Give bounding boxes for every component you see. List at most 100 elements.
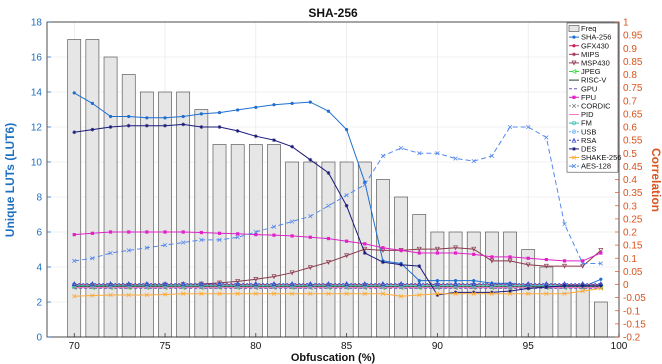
- series-point: [253, 134, 258, 139]
- legend-entry: DES: [569, 145, 596, 154]
- series-point: [199, 237, 204, 243]
- series-point: [362, 281, 368, 286]
- series-point: [526, 256, 530, 260]
- series-point: [217, 231, 222, 235]
- series-point: [253, 291, 259, 296]
- y-right-tick-label: -0.05: [623, 293, 646, 304]
- legend-label: SHAKE-256: [581, 153, 621, 162]
- series-point: [289, 291, 295, 296]
- series-point: [326, 282, 331, 287]
- freq-bar: [194, 109, 209, 338]
- series-point: [471, 282, 476, 287]
- series-point: [108, 292, 113, 298]
- y-left-tick-label: 4: [36, 263, 42, 274]
- series-point: [108, 114, 113, 119]
- series-point: [381, 260, 385, 265]
- series-point: [144, 123, 149, 128]
- series-point: [235, 129, 240, 133]
- series-point: [525, 281, 531, 286]
- legend-label: MIPS: [581, 50, 599, 59]
- series-point: [271, 282, 277, 287]
- series-point: [89, 281, 95, 286]
- y-right-tick-label: -0.2: [623, 333, 641, 344]
- series-point: [236, 232, 240, 236]
- y-right-tick-label: 0.65: [623, 109, 643, 120]
- series-point: [326, 203, 331, 208]
- freq-bar: [67, 39, 82, 338]
- series-point: [399, 248, 403, 252]
- series-point: [290, 101, 294, 105]
- series-point: [290, 234, 294, 238]
- legend-entry: MSP430: [569, 59, 610, 68]
- lines-layer: [71, 91, 604, 299]
- series-line: [73, 92, 601, 288]
- series-point: [580, 261, 585, 266]
- legend-label: GPU: [581, 84, 597, 93]
- series-point: [453, 245, 459, 251]
- series-point: [562, 291, 567, 296]
- legend-entry: CORDIC: [569, 102, 611, 111]
- series-point: [162, 282, 168, 287]
- chart-title: SHA-256: [308, 6, 358, 20]
- series-point: [435, 151, 440, 156]
- series-point: [271, 281, 277, 286]
- series-point: [199, 112, 203, 116]
- series-point: [581, 259, 585, 263]
- legend-entry: RISC-V: [569, 76, 606, 85]
- series-point: [526, 286, 531, 291]
- series-point: [163, 230, 167, 234]
- y-axis-right-label: Correlation: [649, 148, 662, 212]
- y-left-tick-label: 10: [31, 158, 43, 169]
- legend-entry: AES-128: [569, 162, 611, 171]
- series-point: [90, 282, 95, 287]
- series-point: [398, 294, 404, 299]
- series-point: [145, 230, 149, 234]
- series-point: [253, 229, 259, 235]
- series-point: [380, 153, 386, 159]
- series-point: [144, 282, 150, 288]
- x-tick-label: 95: [523, 341, 535, 352]
- series-point: [526, 282, 531, 287]
- series-point: [72, 294, 77, 299]
- freq-bar: [285, 161, 299, 338]
- series-point: [526, 124, 531, 130]
- series-point: [381, 246, 385, 250]
- series-point: [126, 123, 131, 128]
- y-left-tick-label: 6: [36, 228, 42, 239]
- y-right-tick-label: 0.45: [623, 162, 643, 173]
- series-point: [417, 264, 422, 269]
- y-right-tick-label: 0: [623, 280, 629, 291]
- legend-entry: FPU: [569, 93, 596, 102]
- series-point: [72, 282, 77, 287]
- series-point: [199, 125, 204, 129]
- series-point: [290, 144, 295, 149]
- series-point: [417, 282, 422, 287]
- series-point: [453, 156, 458, 161]
- series-point: [417, 278, 421, 283]
- series-point: [544, 291, 549, 296]
- series-point: [254, 233, 258, 237]
- legend-label: USB: [581, 127, 596, 136]
- series-point: [362, 246, 368, 252]
- series-point: [435, 282, 440, 287]
- y-right-tick-label: 0.85: [623, 57, 643, 68]
- series-point: [363, 242, 367, 246]
- series-point: [307, 265, 313, 271]
- series-point: [471, 281, 477, 286]
- series-point: [572, 95, 576, 99]
- legend-entry: USB: [569, 127, 596, 136]
- series-point: [507, 291, 513, 296]
- series-point: [253, 277, 259, 282]
- series-point: [72, 258, 77, 264]
- y-left-tick-label: 16: [31, 53, 43, 64]
- series-point: [580, 263, 586, 269]
- legend-label: DES: [581, 145, 596, 154]
- series-point: [453, 281, 459, 286]
- series-point: [362, 291, 367, 296]
- series-point: [271, 291, 277, 296]
- series-point: [507, 124, 513, 130]
- series-point: [108, 281, 114, 286]
- series-point: [217, 237, 222, 243]
- y-right-tick-label: 0.6: [623, 123, 637, 134]
- legend-label: CORDIC: [581, 102, 611, 111]
